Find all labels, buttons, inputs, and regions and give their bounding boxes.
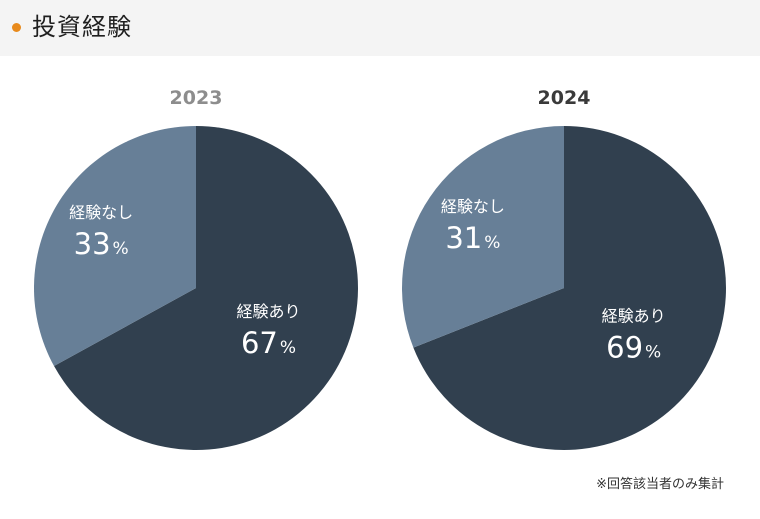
pie-chart-2024: 経験あり 69 % 経験なし 31% (402, 126, 727, 451)
pie-slice-experienced (413, 126, 727, 451)
pie-chart-2023: 経験あり 67 % 経験なし 33% (33, 125, 358, 450)
pie-slice-not-experienced (402, 126, 564, 348)
bullet-dot-icon (12, 23, 21, 32)
slice-label: 経験なし (69, 203, 133, 222)
header-bar: 投資経験 (0, 0, 760, 56)
slice-value: 31% (445, 221, 500, 255)
slice-label: 経験あり (237, 302, 301, 321)
chart-title-2023: 2023 (169, 87, 223, 109)
slice-label: 経験なし (441, 197, 505, 216)
slice-value: 33% (74, 227, 129, 261)
slice-value: 67% (241, 326, 296, 360)
page-title: 投資経験 (32, 13, 132, 41)
slice-label: 経験あり (602, 306, 666, 325)
slice-value: 69% (606, 330, 661, 364)
chart-title-2024: 2024 (537, 87, 591, 109)
footnote: ※回答該当者のみ集計 (596, 477, 724, 492)
pie-slice-not-experienced (33, 125, 196, 367)
pie-slice-experienced (54, 126, 358, 450)
